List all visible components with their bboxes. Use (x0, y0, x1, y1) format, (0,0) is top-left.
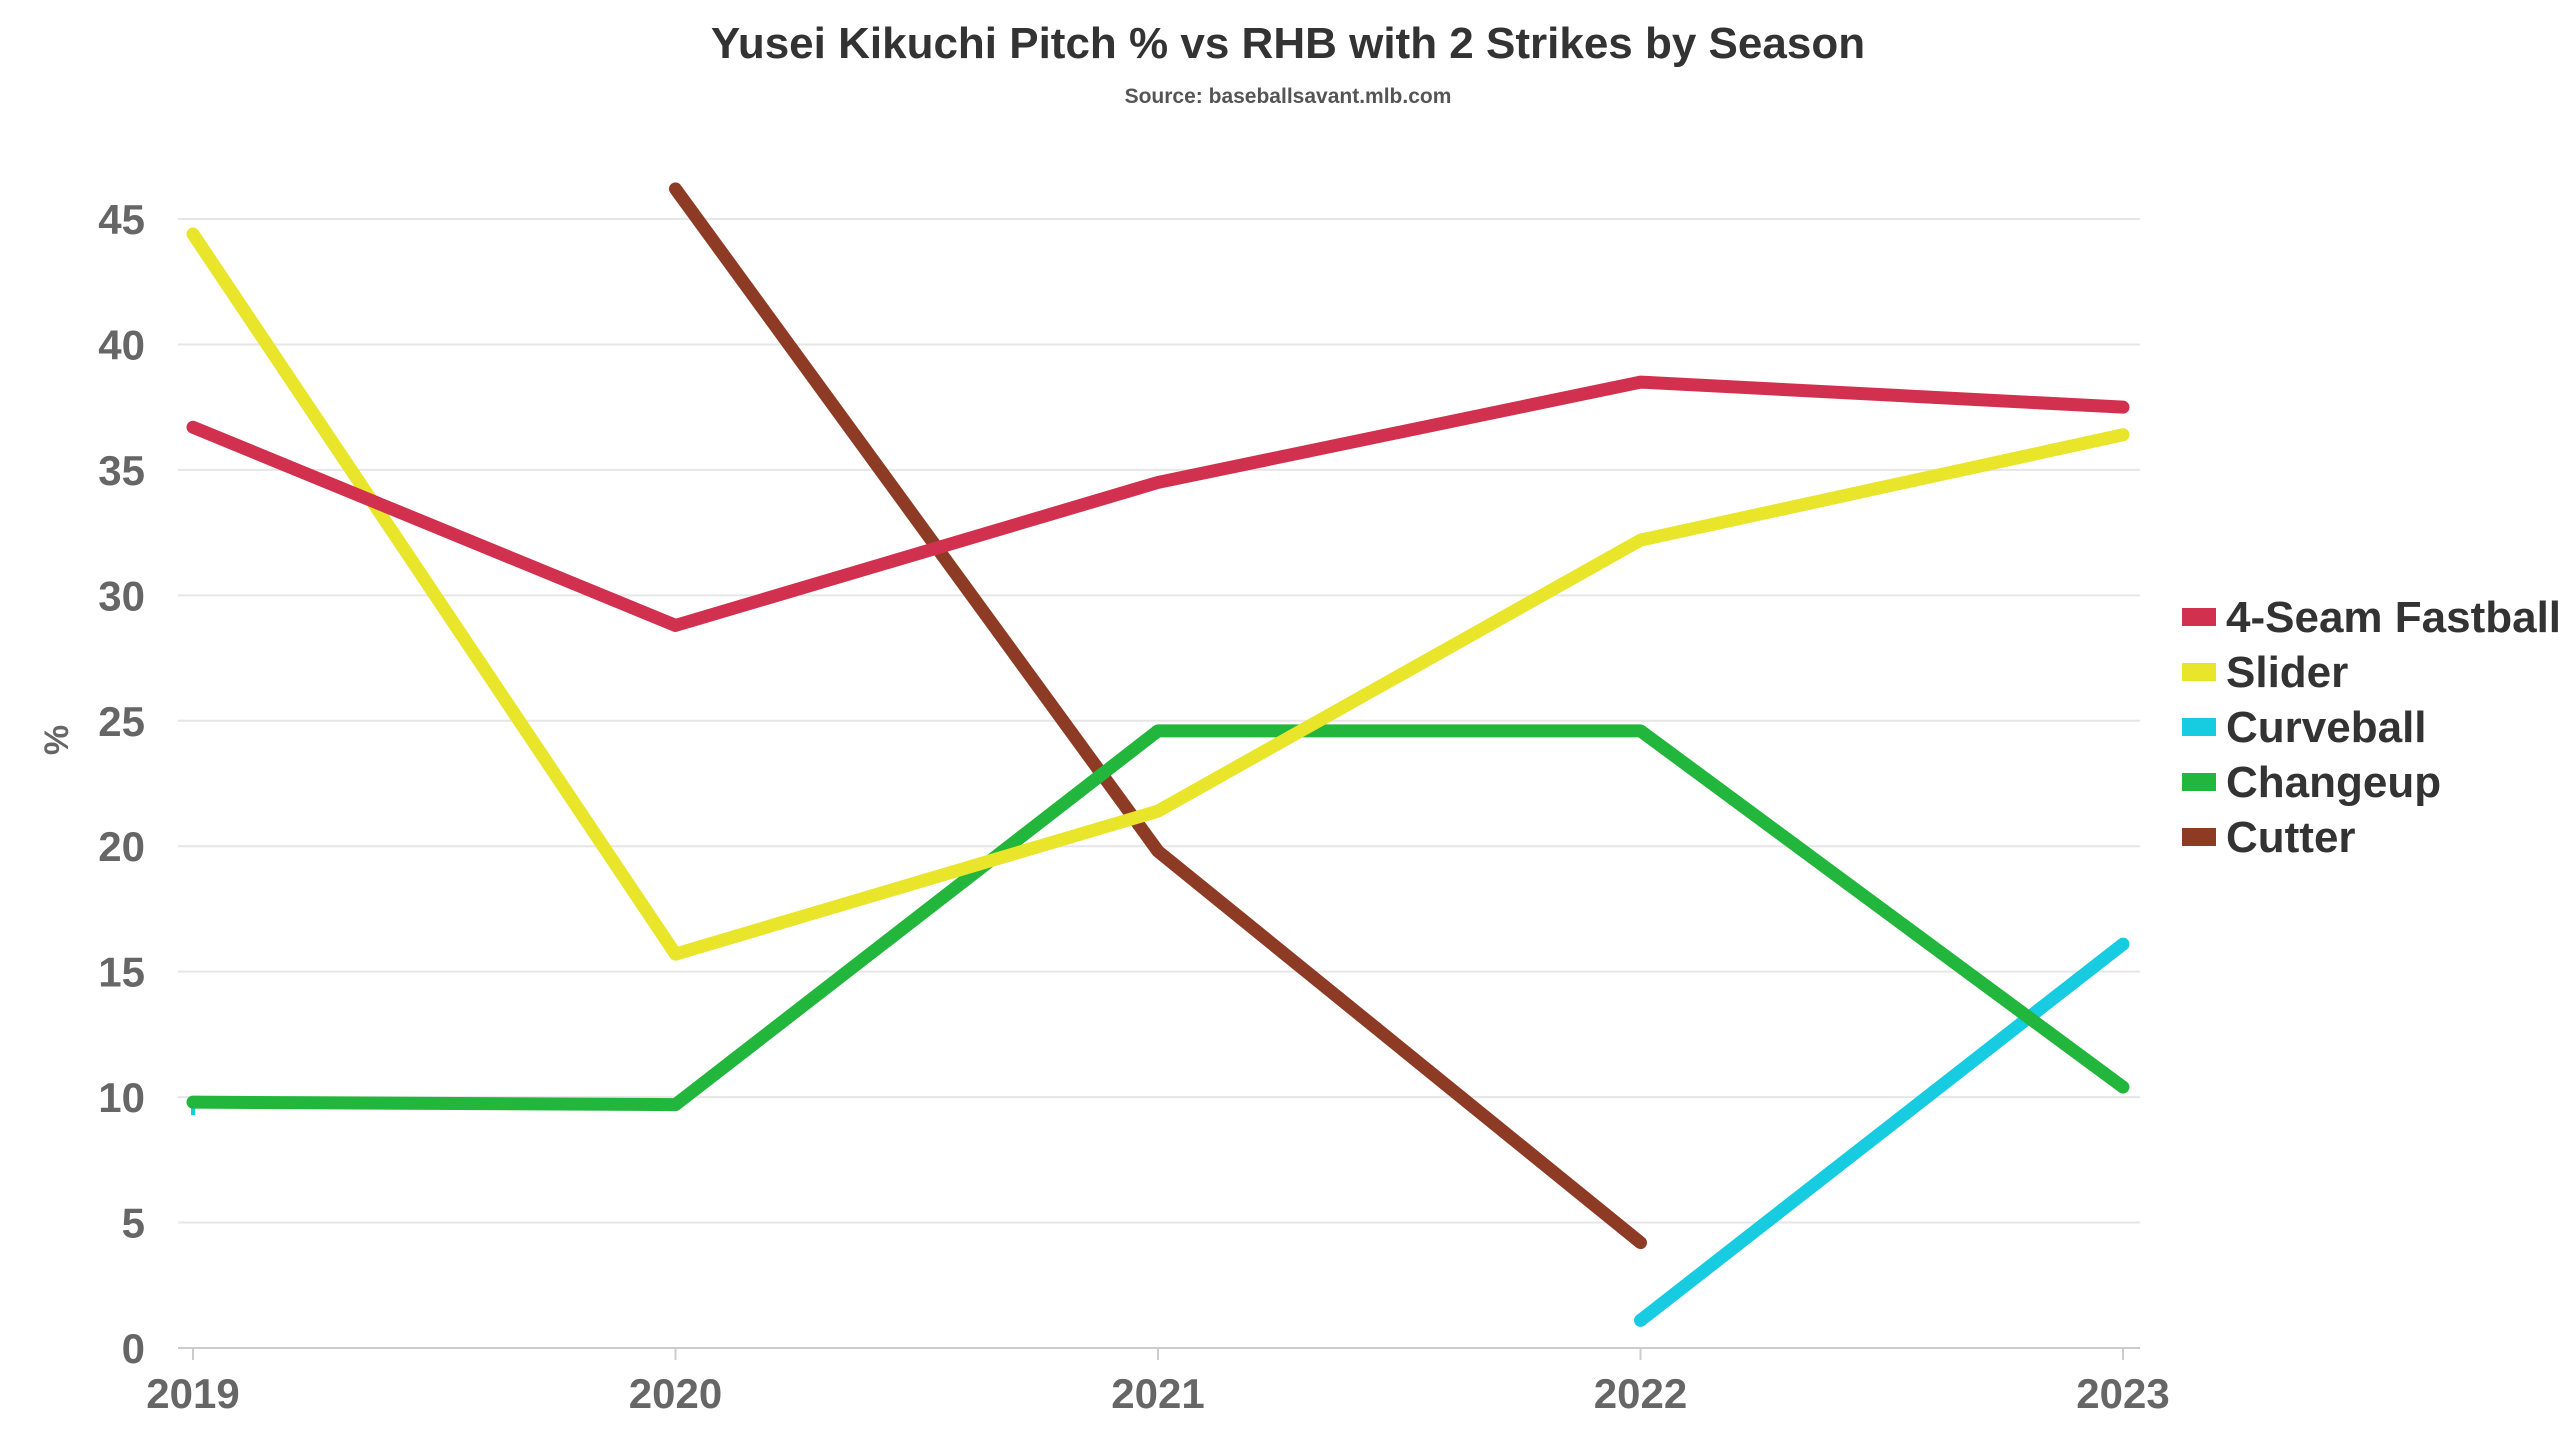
legend: 4-Seam Fastball Slider Curveball Changeup Cu… (2182, 593, 2560, 862)
legend-swatch (2182, 663, 2216, 681)
y-tick-label: 35 (98, 447, 145, 494)
legend-item-slider: Slider (2182, 648, 2348, 697)
x-tick-label: 2020 (629, 1370, 722, 1417)
series-lines (186, 182, 2130, 1327)
series-curveball (191, 937, 2130, 1327)
x-tick-label: 2019 (146, 1370, 239, 1417)
series-line-curveball (1634, 937, 2130, 1327)
y-tick-label: 5 (122, 1200, 145, 1247)
x-tick-label: 2022 (1594, 1370, 1687, 1417)
series-4-seam-fastball (186, 375, 2130, 632)
legend-label: 4-Seam Fastball (2226, 593, 2560, 642)
legend-label: Curveball (2226, 703, 2427, 752)
y-tick-label: 40 (98, 321, 145, 368)
y-axis-ticks: 0 5 10 15 20 25 30 35 40 45 (98, 196, 145, 1372)
gridlines (178, 218, 2140, 1349)
y-tick-label: 15 (98, 949, 145, 996)
x-axis-ticks: 2019 2020 2021 2022 2023 (146, 1348, 2170, 1417)
y-tick-label: 20 (98, 823, 145, 870)
legend-label: Slider (2226, 648, 2348, 697)
legend-swatch (2182, 718, 2216, 736)
x-tick-label: 2023 (2076, 1370, 2169, 1417)
legend-item-cutter: Cutter (2182, 813, 2356, 862)
y-axis-label: % (38, 725, 76, 755)
series-line-cutter (669, 182, 1647, 1250)
series-slider (186, 227, 2130, 961)
legend-item-changeup: Changeup (2182, 758, 2441, 807)
chart-subtitle: Source: baseballsavant.mlb.com (1125, 85, 1452, 108)
legend-swatch (2182, 773, 2216, 791)
legend-label: Cutter (2226, 813, 2356, 862)
legend-label: Changeup (2226, 758, 2441, 807)
legend-swatch (2182, 608, 2216, 626)
series-line-changeup (186, 724, 2130, 1112)
y-tick-label: 25 (98, 698, 145, 745)
series-line-4-seam-fastball (186, 375, 2130, 632)
legend-item-curveball: Curveball (2182, 703, 2427, 752)
x-tick-label: 2021 (1111, 1370, 1204, 1417)
y-tick-label: 10 (98, 1074, 145, 1121)
series-cutter (669, 182, 1647, 1250)
series-line-slider (186, 227, 2130, 961)
series-changeup (186, 724, 2130, 1112)
chart-title: Yusei Kikuchi Pitch % vs RHB with 2 Stri… (711, 19, 1865, 68)
legend-item-4-seam-fastball: 4-Seam Fastball (2182, 593, 2560, 642)
y-tick-label: 30 (98, 572, 145, 619)
y-tick-label: 0 (122, 1325, 145, 1372)
y-tick-label: 45 (98, 196, 145, 243)
legend-swatch (2182, 828, 2216, 846)
